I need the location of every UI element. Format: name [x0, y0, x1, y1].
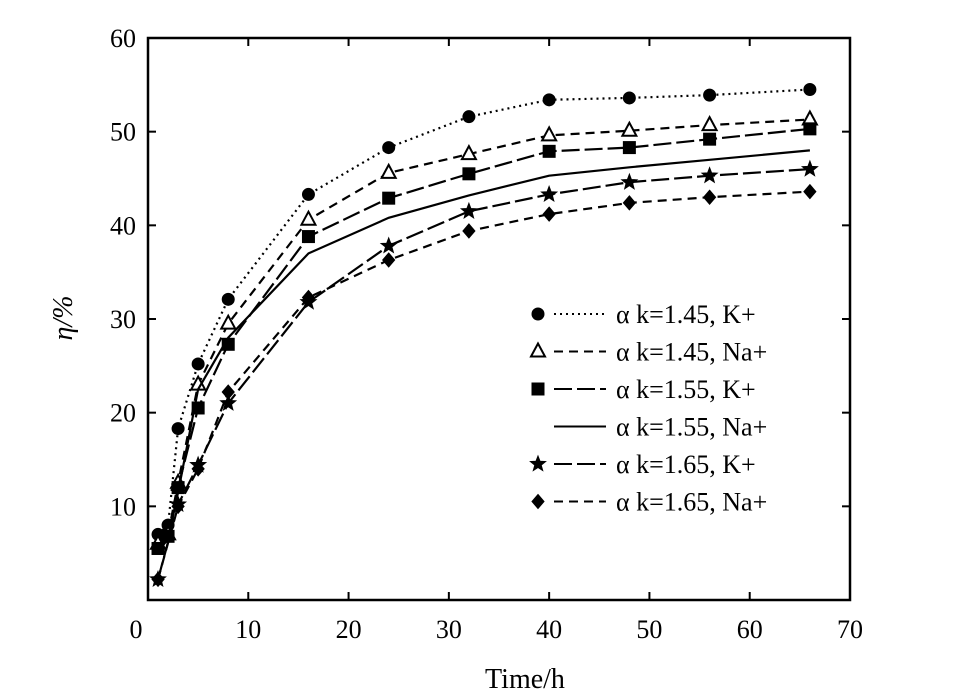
- y-tick-label: 60: [110, 24, 136, 53]
- data-point: [462, 110, 476, 124]
- x-tick-label: 10: [235, 615, 261, 644]
- series-2: [149, 109, 819, 550]
- data-point: [622, 91, 636, 105]
- data-point: [540, 125, 558, 142]
- data-point: [379, 236, 398, 254]
- data-point: [620, 120, 639, 137]
- data-point: [460, 144, 478, 161]
- y-tick-label: 50: [110, 118, 136, 147]
- data-point: [542, 206, 556, 222]
- y-tick-label: 10: [110, 492, 136, 521]
- data-point: [219, 393, 238, 411]
- data-point: [151, 571, 165, 588]
- x-tick-label: 60: [737, 615, 763, 644]
- legend-marker: [529, 341, 547, 358]
- data-point: [703, 88, 717, 102]
- data-point: [301, 187, 315, 201]
- data-point: [702, 189, 717, 206]
- legend-marker: [531, 307, 545, 321]
- legend-label: α k=1.45, Na+: [616, 338, 767, 367]
- x-tick-label: 0: [130, 615, 143, 644]
- legend-item: α k=1.55, K+: [531, 375, 756, 404]
- data-point: [462, 223, 476, 239]
- legend-marker: [531, 493, 545, 510]
- data-point: [703, 132, 717, 146]
- legend-label: α k=1.65, Na+: [616, 488, 767, 517]
- data-point: [219, 313, 237, 330]
- legend-marker: [531, 382, 545, 396]
- legend-item: α k=1.45, K+: [531, 300, 756, 329]
- data-point: [171, 422, 185, 436]
- data-point: [803, 183, 817, 200]
- series-5: [149, 159, 819, 588]
- data-point: [191, 357, 205, 371]
- y-axis-title: η/%: [48, 296, 79, 341]
- data-point: [700, 115, 719, 132]
- data-point: [542, 93, 556, 107]
- data-point: [382, 141, 396, 155]
- series-layer: [149, 83, 819, 588]
- y-tick-label: 30: [110, 305, 136, 334]
- data-point: [542, 144, 556, 158]
- legend-item: α k=1.45, Na+: [529, 338, 767, 367]
- x-axis-title: Time/h: [485, 664, 565, 695]
- x-tick-label: 30: [436, 615, 462, 644]
- legend-item: α k=1.65, K+: [529, 450, 756, 479]
- data-point: [382, 191, 396, 205]
- data-point: [622, 141, 636, 155]
- series-6: [151, 183, 817, 588]
- x-tick-label: 50: [636, 615, 662, 644]
- series-1: [151, 83, 817, 541]
- data-point: [299, 209, 318, 226]
- data-point: [620, 172, 639, 190]
- legend-label: α k=1.65, K+: [616, 450, 756, 479]
- data-point: [151, 541, 165, 555]
- series-line: [157, 118, 810, 545]
- legend-item: α k=1.55, Na+: [554, 413, 767, 442]
- y-tick-label: 20: [110, 399, 136, 428]
- data-point: [380, 162, 398, 179]
- data-point: [191, 461, 205, 477]
- x-tick-label: 20: [336, 615, 362, 644]
- data-point: [301, 289, 316, 306]
- data-point: [803, 122, 817, 136]
- data-point: [171, 498, 185, 515]
- data-point: [800, 159, 819, 177]
- data-point: [462, 167, 476, 181]
- x-tick-label: 70: [837, 615, 863, 644]
- legend-item: α k=1.65, Na+: [531, 488, 767, 517]
- tick-marks: [148, 37, 850, 600]
- data-point: [301, 230, 315, 244]
- data-point: [221, 292, 235, 306]
- legend: α k=1.45, K+ α k=1.45, Na+ α k=1.55, K+ α k…: [529, 300, 767, 517]
- y-tick-label: 40: [110, 211, 136, 240]
- legend-marker: [529, 454, 547, 472]
- x-tick-label: 40: [536, 615, 562, 644]
- data-point: [700, 166, 719, 184]
- data-point: [622, 195, 637, 211]
- legend-label: α k=1.55, K+: [616, 375, 756, 404]
- legend-label: α k=1.55, Na+: [616, 413, 767, 442]
- data-point: [221, 384, 235, 400]
- data-point: [803, 83, 817, 97]
- data-point: [459, 201, 478, 219]
- data-point: [540, 184, 559, 203]
- legend-label: α k=1.45, K+: [616, 300, 756, 329]
- x-tick-labels: 0 10 20 30 40 50 60 70: [130, 615, 864, 644]
- y-tick-labels: 10 20 30 40 50 60: [110, 24, 136, 521]
- data-point: [382, 252, 396, 268]
